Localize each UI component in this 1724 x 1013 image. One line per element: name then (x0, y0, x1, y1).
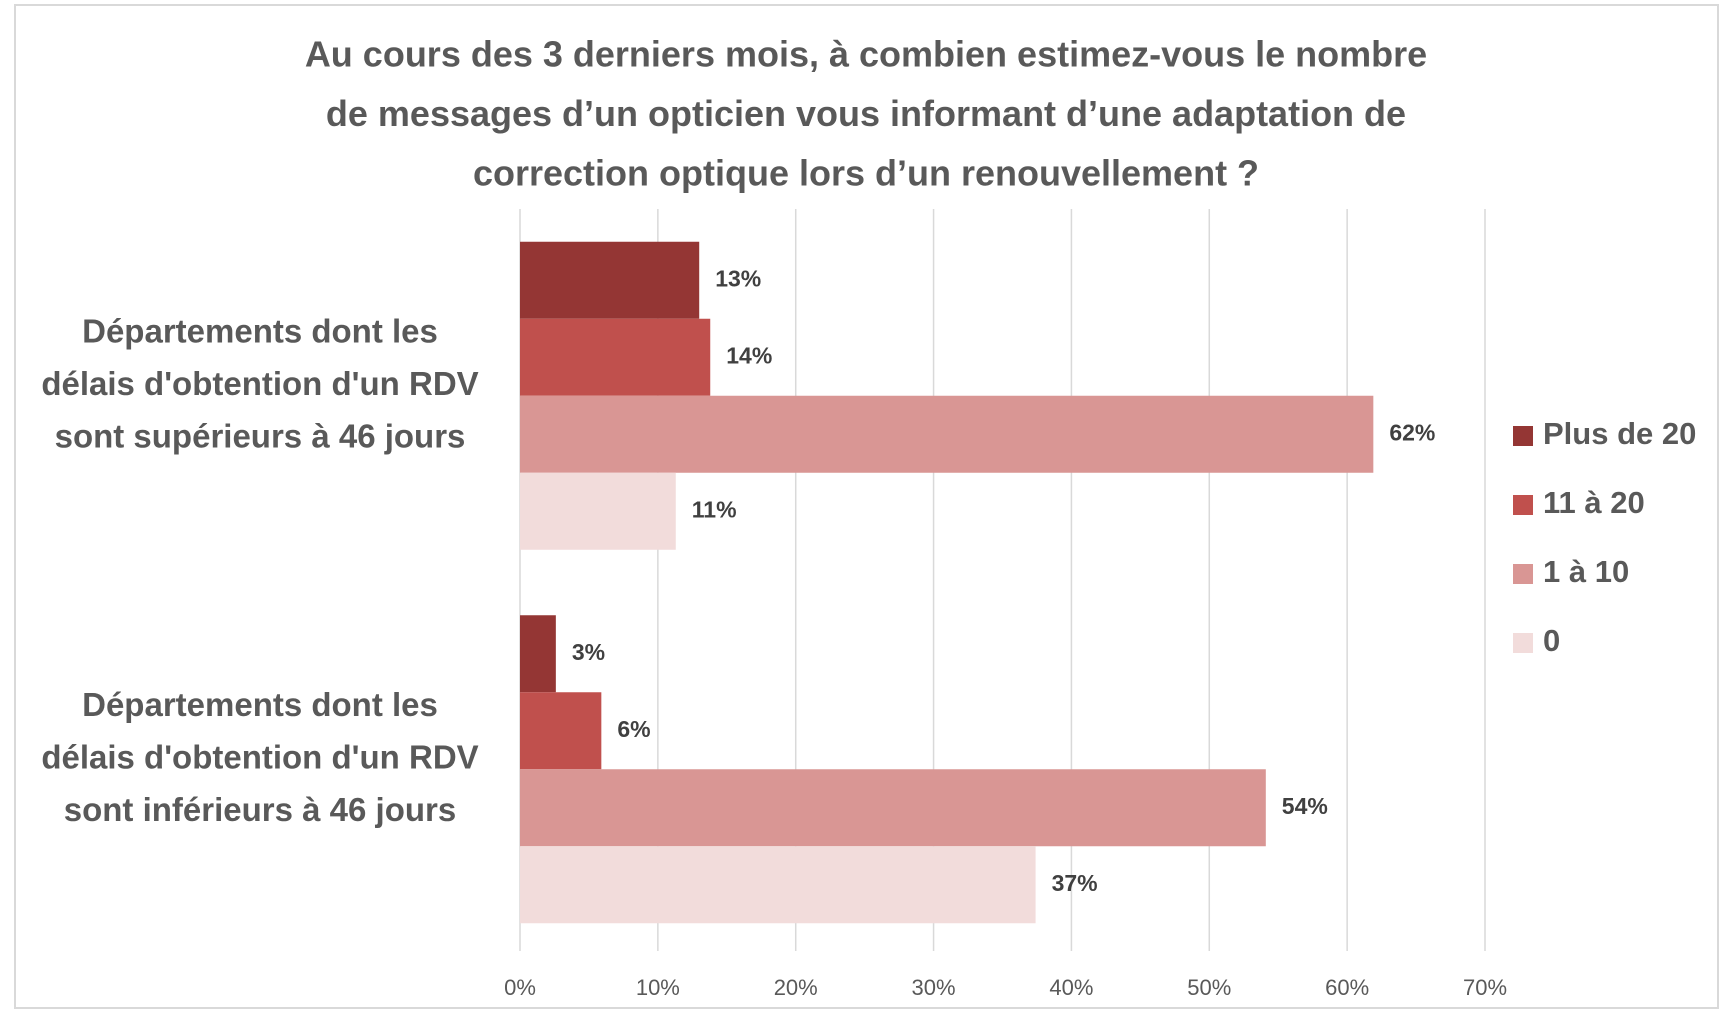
bar (520, 692, 602, 770)
y-tick-label: Départements dont les délais d'obtention … (41, 685, 478, 827)
bar (520, 769, 1266, 847)
bar (520, 846, 1036, 924)
chart-title: de messages d’un opticien vous informant… (326, 93, 1406, 134)
data-label: 37% (1052, 870, 1098, 896)
legend-swatch (1513, 633, 1533, 653)
legend-swatch (1513, 426, 1533, 446)
x-tick-label: 60% (1325, 975, 1369, 1000)
bar (520, 615, 556, 693)
data-label: 3% (572, 639, 605, 665)
legend-swatch (1513, 495, 1533, 515)
x-tick-label: 70% (1463, 975, 1507, 1000)
legend-label: Plus de 20 (1543, 416, 1696, 451)
x-tick-label: 50% (1187, 975, 1231, 1000)
legend-label: 11 à 20 (1543, 485, 1645, 520)
x-tick-label: 40% (1049, 975, 1093, 1000)
data-label: 14% (726, 342, 772, 368)
legend-label: 0 (1543, 623, 1560, 658)
chart-title: correction optique lors d’un renouvellem… (473, 153, 1259, 194)
bar (520, 472, 676, 550)
data-label: 54% (1282, 793, 1328, 819)
data-label: 13% (715, 265, 761, 291)
data-label: 11% (692, 496, 737, 522)
y-tick-label: Départements dont les délais d'obtention … (41, 312, 478, 454)
x-tick-label: 0% (504, 975, 536, 1000)
data-label: 62% (1389, 419, 1435, 445)
bar (520, 395, 1374, 473)
data-label: 6% (617, 716, 650, 742)
bar (520, 318, 711, 396)
x-tick-label: 10% (636, 975, 680, 1000)
bar (520, 241, 700, 319)
x-tick-label: 30% (912, 975, 956, 1000)
x-tick-label: 20% (774, 975, 818, 1000)
chart-title: Au cours des 3 derniers mois, à combien … (305, 34, 1427, 75)
legend-label: 1 à 10 (1543, 554, 1629, 589)
legend-swatch (1513, 564, 1533, 584)
